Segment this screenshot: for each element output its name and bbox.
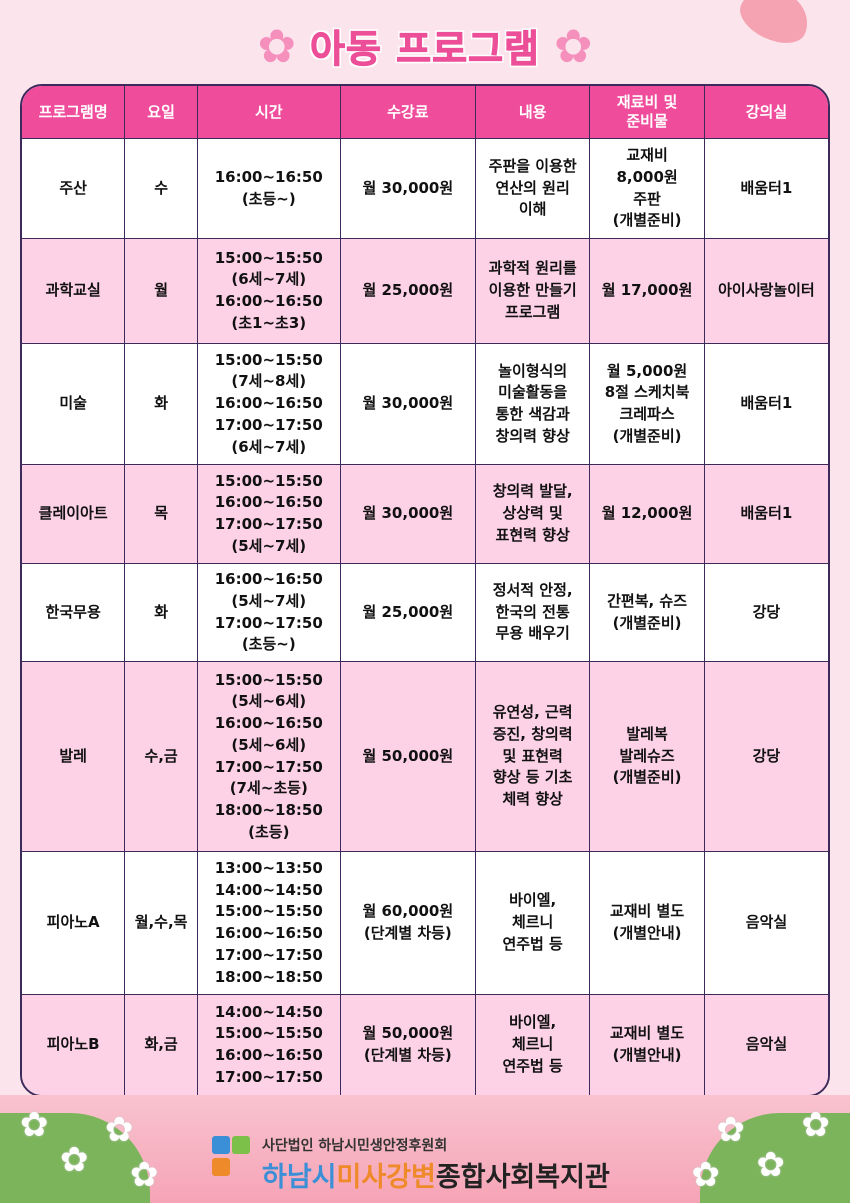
org-name-part: 종합사회복지관 <box>435 1162 610 1193</box>
table-cell: 16:00~16:50 (5세~7세) 17:00~17:50 (초등~) <box>197 564 341 662</box>
column-header: 프로그램명 <box>22 86 126 139</box>
table-cell: 주판을 이용한 연산의 원리 이해 <box>476 139 591 239</box>
daisy-icon: ✿ <box>20 1105 49 1145</box>
table-cell: 수 <box>125 139 198 239</box>
table-row: 피아노A 월,수,목 13:00~13:50 14:00~14:50 15:00~15:… <box>22 852 828 995</box>
daisy-icon: ✿ <box>130 1155 159 1195</box>
table-cell: 바이엘, 체르니 연주법 등 <box>476 852 591 995</box>
table-row: 한국무용 화 16:00~16:50 (5세~7세) 17:00~17:50 (초등~) 월… <box>22 564 828 662</box>
table-cell: 교재비 8,000원 주판 (개별준비) <box>590 139 705 239</box>
table-cell: 월 25,000원 <box>340 239 477 344</box>
table-cell: 배움터1 <box>704 344 828 465</box>
table-cell: 월 50,000원 (단계별 차등) <box>340 995 477 1095</box>
column-header: 요일 <box>125 86 198 139</box>
org-name-part: 미사강변 <box>336 1162 436 1193</box>
table-cell: 15:00~15:50 (5세~6세) 16:00~16:50 (5세~6세) 17:0… <box>197 662 341 852</box>
table-cell: 수,금 <box>125 662 198 852</box>
program-table: 프로그램명 요일 시간 수강료 내용 재료비 및 준비물 강의실 주산 수 16:00~16:50… <box>20 84 830 1097</box>
table-cell: 강당 <box>704 662 828 852</box>
table-cell: 월 60,000원 (단계별 차등) <box>340 852 477 995</box>
column-header: 강의실 <box>704 86 828 139</box>
column-header: 시간 <box>197 86 341 139</box>
daisy-icon: ✿ <box>105 1110 134 1150</box>
org-sub-name: 사단법인 하남시민생안정후원회 <box>262 1138 448 1154</box>
table-row: 과학교실 월 15:00~15:50 (6세~7세) 16:00~16:50 (초1~초3… <box>22 239 828 344</box>
daisy-icon: ✿ <box>60 1140 89 1180</box>
table-row: 피아노B 화,금 14:00~14:50 15:00~15:50 16:00~16:50… <box>22 995 828 1095</box>
table-cell: 한국무용 <box>22 564 126 662</box>
table-cell: 정서적 안정, 한국의 전통 무용 배우기 <box>476 564 591 662</box>
table-row: 발레 수,금 15:00~15:50 (5세~6세) 16:00~16:50 (5세~6세… <box>22 662 828 852</box>
table-cell: 월 5,000원 8절 스케치북 크레파스 (개별준비) <box>590 344 705 465</box>
table-cell: 월 30,000원 <box>340 465 477 564</box>
table-cell: 월 <box>125 239 198 344</box>
table-cell: 화,금 <box>125 995 198 1095</box>
table-cell: 배움터1 <box>704 465 828 564</box>
table-cell: 월 25,000원 <box>340 564 477 662</box>
table-cell: 15:00~15:50 (7세~8세) 16:00~16:50 17:00~17:50… <box>197 344 341 465</box>
table-cell: 화 <box>125 344 198 465</box>
table-cell: 13:00~13:50 14:00~14:50 15:00~15:50 16:00~1… <box>197 852 341 995</box>
table-cell: 배움터1 <box>704 139 828 239</box>
table-cell: 음악실 <box>704 852 828 995</box>
table-row: 미술 화 15:00~15:50 (7세~8세) 16:00~16:50 17:00~17… <box>22 344 828 465</box>
org-name-part: 하남시 <box>262 1162 337 1193</box>
table-cell: 화 <box>125 564 198 662</box>
table-cell: 15:00~15:50 (6세~7세) 16:00~16:50 (초1~초3) <box>197 239 341 344</box>
table-cell: 월 50,000원 <box>340 662 477 852</box>
title-bar: ✿ 아동 프로그램 ✿ <box>0 18 850 73</box>
table-cell: 월 17,000원 <box>590 239 705 344</box>
column-header: 내용 <box>476 86 591 139</box>
daisy-icon: ✿ <box>691 1155 721 1195</box>
daisy-icon: ✿ <box>756 1145 786 1185</box>
footer-background: ✿ ✿ ✿ ✿ ✿ ✿ ✿ ✿ <box>0 1095 850 1203</box>
table-row: 주산 수 16:00~16:50 (초등~) 월 30,000원 주판을 이용한 연산의 원… <box>22 139 828 239</box>
table-cell: 교재비 별도 (개별안내) <box>590 995 705 1095</box>
table-cell: 간편복, 슈즈 (개별준비) <box>590 564 705 662</box>
table-row: 클레이아트 목 15:00~15:50 16:00~16:50 17:00~17:50(… <box>22 465 828 564</box>
table-cell: 과학적 원리를 이용한 만들기 프로그램 <box>476 239 591 344</box>
table-cell: 바이엘, 체르니 연주법 등 <box>476 995 591 1095</box>
table-cell: 목 <box>125 465 198 564</box>
column-header: 수강료 <box>340 86 477 139</box>
table-cell: 월 30,000원 <box>340 139 477 239</box>
flower-icon: ✿ <box>257 18 296 73</box>
table-cell: 놀이형식의 미술활동을 통한 색감과 창의력 향상 <box>476 344 591 465</box>
table-cell: 음악실 <box>704 995 828 1095</box>
table-cell: 16:00~16:50 (초등~) <box>197 139 341 239</box>
table-cell: 미술 <box>22 344 126 465</box>
table-cell: 월 30,000원 <box>340 344 477 465</box>
table-cell: 강당 <box>704 564 828 662</box>
table-cell: 월,수,목 <box>125 852 198 995</box>
table-cell: 클레이아트 <box>22 465 126 564</box>
table-cell: 월 12,000원 <box>590 465 705 564</box>
table-cell: 과학교실 <box>22 239 126 344</box>
column-header: 재료비 및 준비물 <box>590 86 705 139</box>
flower-icon: ✿ <box>554 18 593 73</box>
table-cell: 유연성, 근력 증진, 창의력 및 표현력 향상 등 기초 체력 향상 <box>476 662 591 852</box>
daisy-icon: ✿ <box>716 1110 746 1150</box>
table-cell: 발레복 발레슈즈 (개별준비) <box>590 662 705 852</box>
table-cell: 14:00~14:50 15:00~15:50 16:00~16:50 17:00~1… <box>197 995 341 1095</box>
organization-logo: 사단법인 하남시민생안정후원회 하남시미사강변종합사회복지관 <box>212 1135 610 1194</box>
table-cell: 주산 <box>22 139 126 239</box>
table-cell: 15:00~15:50 16:00~16:50 17:00~17:50 (5세~7세) <box>197 465 341 564</box>
table-cell: 발레 <box>22 662 126 852</box>
logo-mark-icon <box>212 1135 252 1194</box>
page-title: 아동 프로그램 <box>310 27 540 72</box>
table-cell: 아이사랑놀이터 <box>704 239 828 344</box>
table-cell: 피아노B <box>22 995 126 1095</box>
daisy-icon: ✿ <box>801 1105 831 1145</box>
table-cell: 피아노A <box>22 852 126 995</box>
table-cell: 교재비 별도 (개별안내) <box>590 852 705 995</box>
org-name: 하남시미사강변종합사회복지관 <box>262 1155 610 1194</box>
table-cell: 창의력 발달, 상상력 및 표현력 향상 <box>476 465 591 564</box>
